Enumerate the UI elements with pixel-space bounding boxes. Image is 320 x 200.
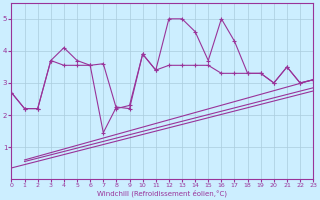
X-axis label: Windchill (Refroidissement éolien,°C): Windchill (Refroidissement éolien,°C) (97, 190, 227, 197)
